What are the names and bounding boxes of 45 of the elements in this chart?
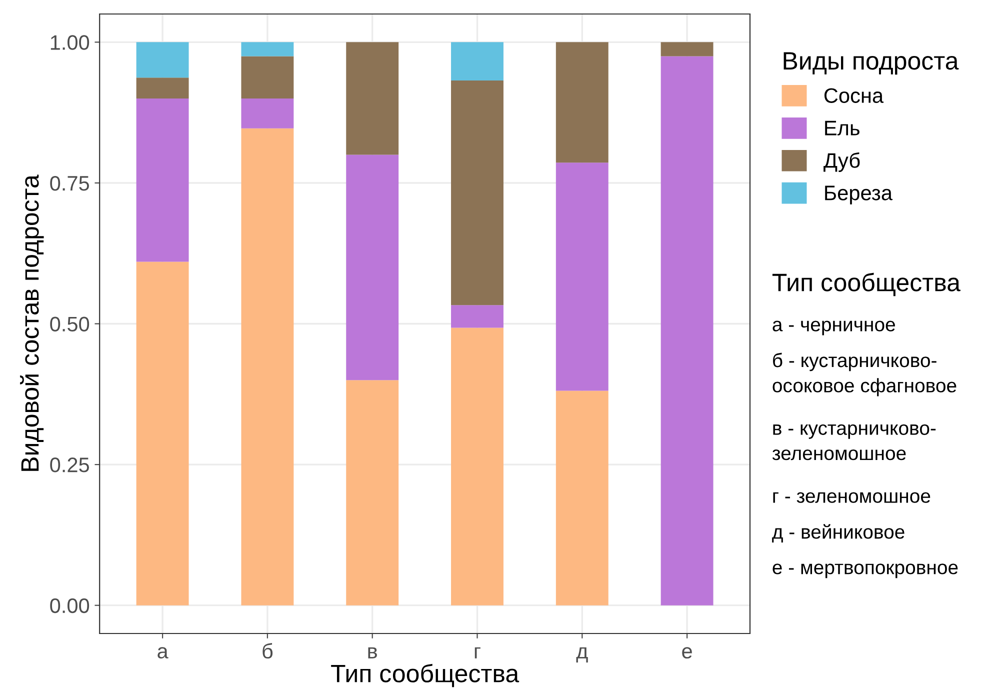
legend-label: Ель <box>825 120 860 136</box>
text: Тип сообщества <box>772 272 960 296</box>
legend-label: Сосна <box>824 88 884 103</box>
bar <box>241 98 294 128</box>
bar <box>346 42 399 155</box>
legend-label: Береза <box>825 186 893 204</box>
bar <box>241 128 294 606</box>
text: б - кустарничково- осоковое сфагновое <box>772 352 956 396</box>
bar <box>451 305 504 328</box>
bar <box>451 328 504 606</box>
bar <box>556 162 608 391</box>
bar <box>660 56 714 606</box>
bar <box>660 42 714 56</box>
bar <box>346 154 399 380</box>
bar <box>241 56 294 98</box>
bar <box>136 98 189 262</box>
y-tick-label: 0.25 <box>50 458 90 472</box>
x-tick-label: а <box>158 647 168 659</box>
bar <box>556 42 608 163</box>
bar <box>136 78 189 98</box>
text: г - зеленомошное <box>773 492 930 503</box>
bar <box>451 80 504 306</box>
y-axis-title: Видовой состав подроста <box>20 174 44 471</box>
text: е - мертвопокровное <box>772 564 958 578</box>
bar <box>556 390 608 606</box>
x-axis-title: Тип сообщества <box>331 664 520 688</box>
x-tick-label: е <box>682 647 692 659</box>
bar <box>136 262 189 606</box>
legend-title: Виды подроста <box>784 52 959 75</box>
x-tick-label: в <box>368 647 377 658</box>
x-tick-label: д <box>576 647 588 662</box>
bar <box>241 42 294 56</box>
text: д - вейниковое <box>772 524 904 542</box>
bar <box>136 42 189 78</box>
y-tick-label: 0.75 <box>50 176 90 191</box>
y-tick-label: 0.00 <box>50 598 90 614</box>
bar <box>451 42 504 80</box>
x-tick-label: г <box>474 647 480 658</box>
y-tick-label: 1.00 <box>50 35 90 50</box>
text: в - кустарничково- зеленомошное <box>772 424 936 460</box>
bar <box>346 380 399 606</box>
legend-label: Дуб <box>824 152 860 172</box>
y-tick-label: 0.50 <box>50 316 90 332</box>
x-tick-label: б <box>262 643 273 659</box>
text: а - черничное <box>772 320 895 336</box>
